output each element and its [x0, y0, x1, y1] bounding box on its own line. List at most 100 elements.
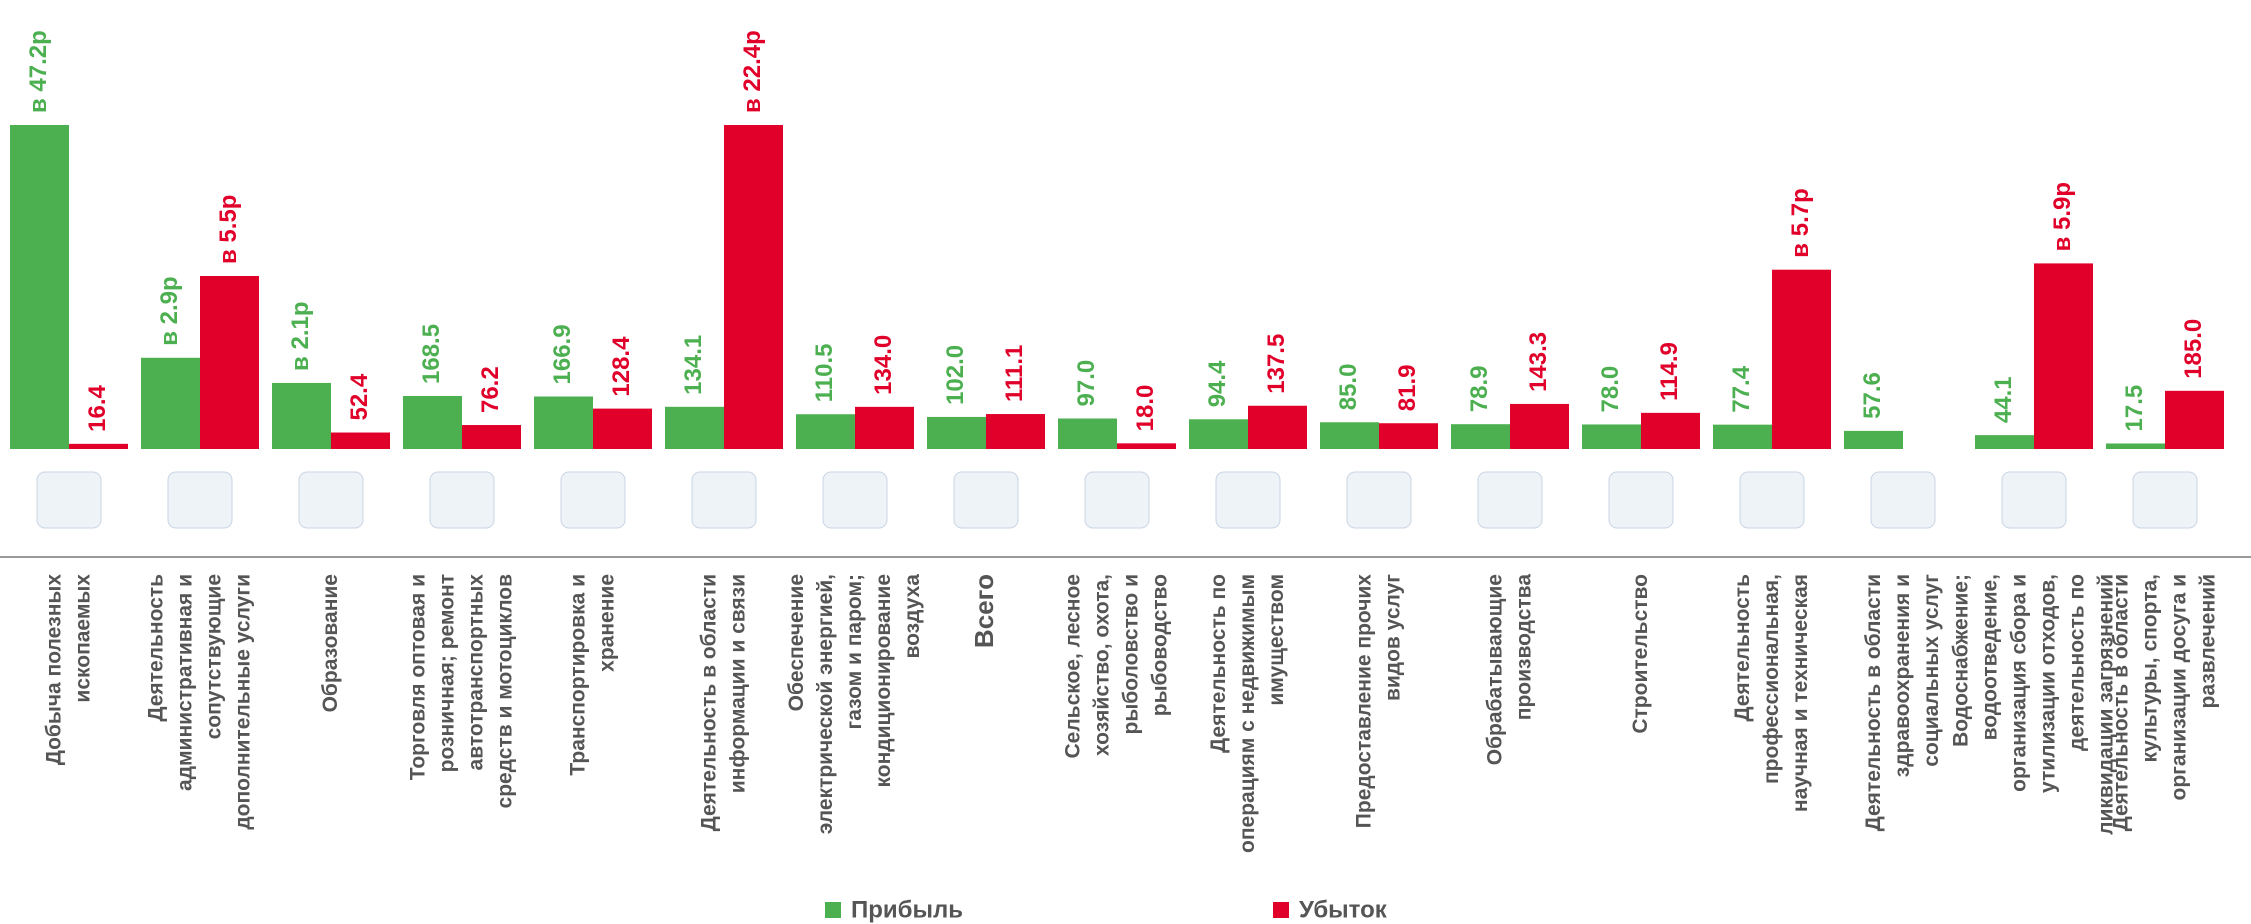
- category-label: Всего: [969, 574, 999, 648]
- category-icon: [1216, 472, 1280, 528]
- value-label: 76.2: [477, 366, 504, 413]
- bar: [796, 414, 855, 449]
- bar: [665, 407, 724, 449]
- value-label: 134.1: [680, 335, 707, 395]
- legend-label: Прибыль: [851, 896, 963, 923]
- category-icon: [2133, 472, 2197, 528]
- value-label: в 22.4р: [739, 30, 766, 113]
- category-label: Строительство: [1629, 574, 1652, 734]
- bar: [1510, 404, 1569, 449]
- value-label: 81.9: [1394, 365, 1421, 412]
- bar: [1641, 413, 1700, 449]
- value-label: 102.0: [942, 345, 969, 405]
- category-label: Водоснабжение;водоотведение,организация …: [1949, 574, 2117, 835]
- value-label: 94.4: [1204, 360, 1231, 407]
- value-label: 134.0: [870, 335, 897, 395]
- value-label: 111.1: [1001, 345, 1028, 402]
- category-icon: [1478, 472, 1542, 528]
- category-icon: [1347, 472, 1411, 528]
- bar: [1713, 425, 1772, 449]
- value-label: 85.0: [1335, 364, 1362, 411]
- bar: [986, 414, 1045, 449]
- value-label: в 5.9р: [2049, 182, 2076, 251]
- bar: [1379, 423, 1438, 449]
- page: в 47.2р 16.4 Добыча полезныхископаемых в 2.…: [0, 0, 2251, 924]
- value-label: 97.0: [1073, 360, 1100, 407]
- bar: [200, 276, 259, 449]
- value-label: в 5.7р: [1787, 188, 1814, 257]
- value-label: 57.6: [1859, 372, 1886, 419]
- value-label: 168.5: [418, 324, 445, 384]
- bar: [1451, 424, 1510, 449]
- bar: [1582, 424, 1641, 449]
- bar: [1117, 443, 1176, 449]
- value-label: 18.0: [1132, 385, 1159, 432]
- bar: [534, 396, 593, 449]
- bar: [403, 396, 462, 449]
- value-label: 110.5: [811, 344, 838, 403]
- value-label: 52.4: [346, 373, 373, 420]
- bar: [1248, 406, 1307, 449]
- value-label: в 5.5р: [215, 195, 242, 264]
- value-label: 114.9: [1656, 342, 1683, 401]
- value-label: 78.9: [1466, 365, 1493, 412]
- value-label: 166.9: [549, 324, 576, 384]
- bar: [1058, 418, 1117, 449]
- value-label: 44.1: [1990, 376, 2017, 423]
- value-label: 17.5: [2121, 385, 2148, 432]
- category-icon: [168, 472, 232, 528]
- legend-swatch: [1273, 902, 1289, 918]
- legend-swatch: [825, 902, 841, 918]
- bar: [1844, 431, 1903, 449]
- category-icon: [1085, 472, 1149, 528]
- category-icon: [692, 472, 756, 528]
- category-label: Образование: [319, 574, 342, 712]
- bar: [2106, 443, 2165, 449]
- bar: [1320, 422, 1379, 449]
- legend-label: Убыток: [1299, 896, 1388, 923]
- value-label: 78.0: [1597, 366, 1624, 413]
- bar: [272, 383, 331, 449]
- bar: [1975, 435, 2034, 449]
- value-label: в 2.9р: [156, 276, 183, 345]
- bar: [1189, 419, 1248, 449]
- bar: [2165, 391, 2224, 449]
- value-label: 16.4: [84, 384, 111, 431]
- bar: [855, 407, 914, 449]
- category-icon: [1609, 472, 1673, 528]
- category-icon: [954, 472, 1018, 528]
- category-icon: [2002, 472, 2066, 528]
- bar: [331, 433, 390, 449]
- chart: в 47.2р 16.4 Добыча полезныхископаемых в 2.…: [0, 0, 2251, 924]
- value-label: 185.0: [2180, 319, 2207, 379]
- category-icon: [299, 472, 363, 528]
- bar: [69, 444, 128, 449]
- category-icon: [1740, 472, 1804, 528]
- bar: [1772, 270, 1831, 449]
- value-label: 137.5: [1263, 334, 1290, 394]
- bar: [462, 425, 521, 449]
- bars: [10, 0, 2224, 449]
- value-label: 143.3: [1525, 332, 1552, 392]
- category-icon: [37, 472, 101, 528]
- value-label: в 47.2р: [25, 30, 52, 113]
- category-icon: [1871, 472, 1935, 528]
- bar: [593, 409, 652, 449]
- category-icon: [823, 472, 887, 528]
- value-label: 128.4: [608, 336, 635, 397]
- bar: [2034, 263, 2093, 449]
- bar: [927, 417, 986, 449]
- category-label: Деятельностьадминистративная исопутствую…: [144, 574, 254, 830]
